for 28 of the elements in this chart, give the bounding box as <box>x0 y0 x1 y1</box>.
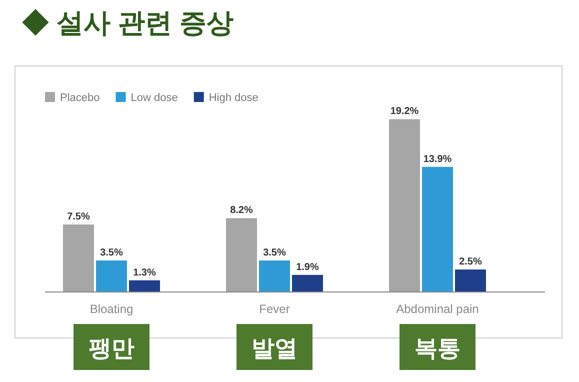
value-label: 1.3% <box>133 267 156 278</box>
value-label: 3.5% <box>100 248 123 258</box>
legend-label: Placebo <box>60 92 100 104</box>
value-label: 13.9% <box>423 154 452 165</box>
value-label: 19.2% <box>390 106 419 118</box>
bar <box>129 280 160 292</box>
x-tick-label: Bloating <box>90 302 134 316</box>
value-label: 7.5% <box>67 212 90 222</box>
value-label: 3.5% <box>263 248 286 258</box>
text: 발열 <box>252 335 298 361</box>
bar <box>292 274 323 292</box>
legend-label: Low dose <box>130 92 178 104</box>
bar <box>455 270 486 292</box>
bar <box>389 119 420 292</box>
value-label: 1.9% <box>296 262 319 273</box>
bar <box>422 166 453 292</box>
bar <box>96 260 127 292</box>
bar <box>259 260 290 292</box>
title: ◆ 설사 관련 증상 <box>22 8 234 38</box>
text: 복통 <box>414 335 460 361</box>
legend-label: High dose <box>208 92 258 104</box>
bar <box>226 218 257 292</box>
bar <box>63 224 94 292</box>
value-label: 8.2% <box>230 205 253 216</box>
text: 팽만 <box>88 335 134 361</box>
x-tick-label: Abdominal pain <box>396 302 479 316</box>
x-tick-label: Fever <box>259 302 290 316</box>
value-label: 2.5% <box>459 256 482 268</box>
